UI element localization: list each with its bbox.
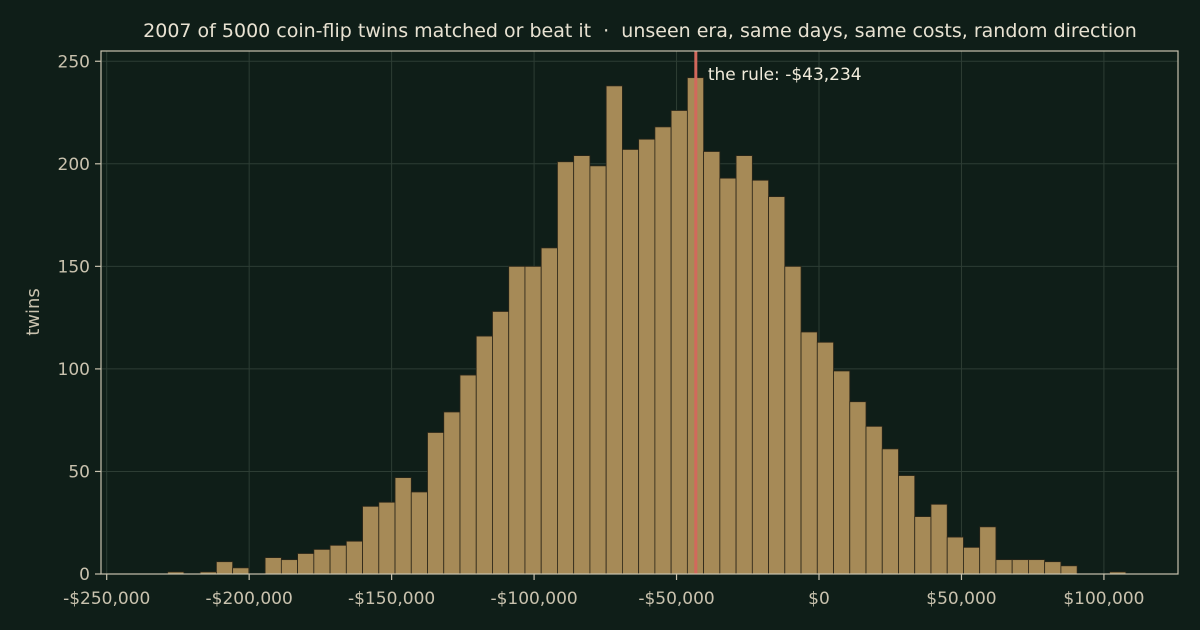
histogram-bar xyxy=(735,155,753,575)
x-tick-label: -$250,000 xyxy=(63,589,150,609)
histogram-bar xyxy=(459,374,477,575)
histogram-bar xyxy=(800,331,818,575)
histogram-bar xyxy=(492,311,510,575)
histogram-bar xyxy=(573,155,591,575)
histogram-bar xyxy=(394,477,412,575)
histogram-bar xyxy=(1044,561,1062,575)
histogram-bar xyxy=(540,247,558,575)
y-tick-label: 150 xyxy=(58,257,90,277)
histogram-bar xyxy=(297,553,315,575)
histogram-bar xyxy=(427,432,445,575)
histogram-bar xyxy=(719,177,737,575)
histogram-bar xyxy=(232,567,250,575)
histogram-bar xyxy=(557,161,575,575)
histogram-bar xyxy=(1060,565,1078,575)
rule-annotation: the rule: -$43,234 xyxy=(708,65,862,85)
histogram-bar xyxy=(443,411,461,575)
histogram-bar xyxy=(475,335,493,575)
y-tick-label: 250 xyxy=(58,52,90,72)
histogram-bar xyxy=(768,196,786,575)
histogram-bar xyxy=(849,401,867,575)
histogram-bar xyxy=(638,138,656,575)
histogram-bar xyxy=(215,561,234,575)
histogram-bar xyxy=(508,265,526,575)
histogram-bar xyxy=(345,540,363,575)
histogram-bar xyxy=(881,448,899,575)
histogram-bar xyxy=(589,165,607,575)
histogram-bar xyxy=(930,503,948,575)
histogram-bar xyxy=(751,179,769,575)
histogram-bar xyxy=(313,548,331,575)
histogram-bar xyxy=(833,370,851,575)
histogram-bar xyxy=(654,126,672,575)
histogram-bar xyxy=(1011,559,1029,575)
histogram-bar xyxy=(410,491,428,575)
x-tick-label: $50,000 xyxy=(926,589,996,609)
histogram-bar xyxy=(784,265,802,575)
y-tick-label: 0 xyxy=(79,565,90,585)
histogram-bar xyxy=(979,526,997,575)
histogram-bar xyxy=(898,475,916,575)
histogram-bar xyxy=(378,501,396,575)
x-tick-label: -$150,000 xyxy=(348,589,435,609)
histogram-bar xyxy=(703,151,721,575)
plot-frame xyxy=(100,50,1179,575)
histogram-bar xyxy=(963,546,981,575)
y-tick-label: 50 xyxy=(68,462,90,482)
x-tick-label: -$50,000 xyxy=(638,589,714,609)
x-tick-label: -$100,000 xyxy=(490,589,577,609)
histogram-bar xyxy=(622,149,640,575)
histogram-bar xyxy=(329,544,347,575)
y-axis-label: twins xyxy=(23,288,44,336)
y-tick-label: 200 xyxy=(58,155,90,175)
y-tick-label: 100 xyxy=(58,360,90,380)
histogram-bar xyxy=(995,559,1013,575)
histogram-bar xyxy=(524,265,542,575)
histogram-bar xyxy=(914,516,932,575)
histogram-bar xyxy=(946,536,964,575)
histogram-bar xyxy=(1028,559,1046,575)
histogram-bar xyxy=(816,341,834,575)
bars xyxy=(167,77,1127,575)
histogram-bar xyxy=(605,85,623,575)
chart-title: 2007 of 5000 coin-flip twins matched or … xyxy=(143,20,1137,42)
x-tick-label: $0 xyxy=(808,589,830,609)
histogram-bar xyxy=(362,505,380,575)
x-tick-label: -$200,000 xyxy=(206,589,293,609)
histogram-bar xyxy=(280,559,298,575)
axis-ticks: -$250,000 -$200,000 -$150,000 -$100,000 -$50… xyxy=(58,52,1145,609)
histogram-bar xyxy=(264,557,282,575)
x-tick-label: $100,000 xyxy=(1063,589,1144,609)
histogram-bar xyxy=(865,425,883,575)
histogram-bar xyxy=(670,110,688,575)
